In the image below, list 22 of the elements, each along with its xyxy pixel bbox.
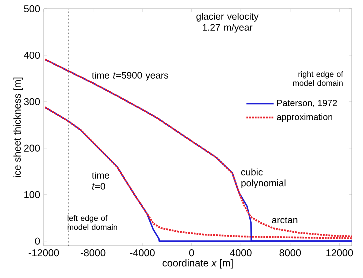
x-tick-label: 0: [189, 250, 194, 257]
y-tick-label: 400: [24, 52, 40, 59]
x-tick-label: 12000: [326, 250, 354, 257]
x-tick-label: -8000: [80, 250, 106, 257]
x-tick-label: 4000: [230, 250, 252, 257]
legend-label: approximation: [277, 114, 332, 122]
y-tick-label: 500: [24, 5, 40, 13]
annotation: glacier velocity 1.27 m/year: [196, 13, 259, 33]
y-tick-label: 300: [24, 98, 40, 106]
annotation: time t=5900 years: [92, 72, 169, 81]
x-tick-label: -4000: [130, 250, 155, 257]
x-tick-label: -12000: [28, 250, 60, 257]
legend-label: Paterson, 1972: [278, 100, 338, 108]
annotation: cubic polynomial: [241, 168, 286, 189]
y-tick-label: 0: [35, 238, 40, 245]
annotation: time t=0: [92, 172, 110, 190]
annotation: arctan: [272, 217, 298, 224]
x-axis-title: coordinate x [m]: [162, 259, 233, 269]
y-axis-title: ice sheet thickness [m]: [14, 78, 23, 178]
y-tick-label: 100: [24, 191, 40, 198]
y-tick-label: 200: [24, 144, 40, 152]
x-tick-label: 8000: [280, 250, 302, 257]
